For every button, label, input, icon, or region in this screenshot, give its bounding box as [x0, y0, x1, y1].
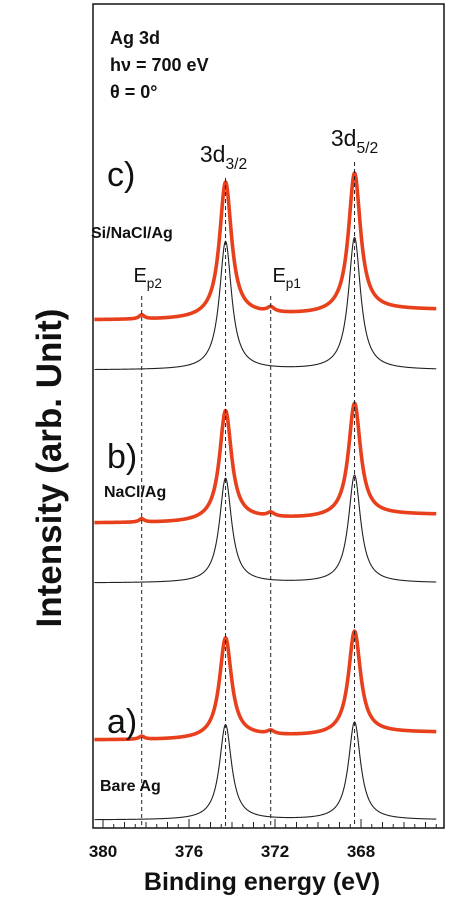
measured-curve: [93, 401, 438, 525]
sample-label: Bare Ag: [100, 778, 161, 795]
fit-curve: [94, 721, 437, 821]
x-tick-label: 376: [175, 842, 203, 861]
plasmon-label: Ep1: [272, 265, 300, 291]
panel-letter: c): [107, 156, 135, 194]
sample-label: NaCl/Ag: [104, 484, 166, 501]
x-tick-label: 380: [89, 842, 117, 861]
title-line: θ = 0°: [110, 82, 157, 102]
peak-label: 3d5/2: [331, 125, 378, 157]
fit-curve: [94, 236, 437, 371]
panel-letter: a): [107, 703, 137, 741]
plasmon-label: Ep2: [133, 265, 161, 291]
x-tick-label: 372: [261, 842, 289, 861]
sample-label: Si/NaCl/Ag: [91, 225, 173, 242]
title-line: hν = 700 eV: [110, 55, 209, 75]
measured-curve: [93, 171, 438, 322]
title-line: Ag 3d: [110, 28, 160, 48]
panel-letter: b): [107, 438, 137, 476]
peak-label: 3d3/2: [200, 141, 247, 173]
measured-curve: [93, 629, 438, 742]
x-tick-label: 368: [347, 842, 375, 861]
x-axis-label: Binding energy (eV): [144, 868, 380, 896]
fit-curve: [94, 474, 437, 584]
y-axis-label: Intensity (arb. Unit): [30, 309, 69, 628]
plot-frame: [92, 3, 445, 829]
